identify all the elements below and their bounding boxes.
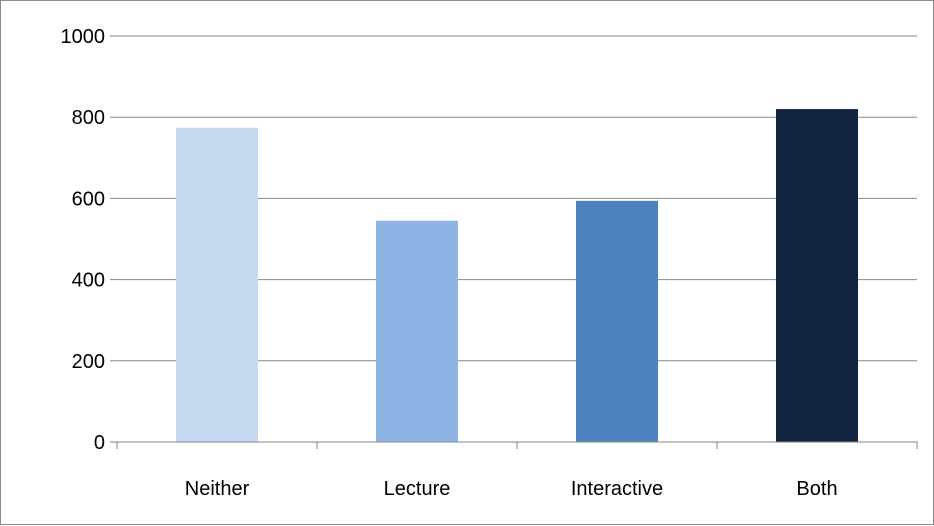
x-tick-label-both: Both bbox=[796, 478, 837, 500]
x-axis bbox=[110, 35, 918, 449]
y-axis-tick-labels: 0 200 400 600 800 1000 bbox=[61, 26, 106, 454]
y-tick-label-200: 200 bbox=[72, 351, 105, 373]
x-tick-label-lecture: Lecture bbox=[384, 478, 451, 500]
bar-interactive bbox=[576, 200, 658, 442]
bar-both bbox=[776, 109, 858, 442]
bar-lecture bbox=[376, 220, 458, 442]
y-tick-label-1000: 1000 bbox=[61, 26, 106, 48]
y-tick-label-400: 400 bbox=[72, 270, 105, 292]
x-axis-tick-labels: Neither Lecture Interactive Both bbox=[185, 478, 838, 500]
x-tick-label-interactive: Interactive bbox=[571, 478, 663, 500]
y-tick-label-0: 0 bbox=[94, 432, 105, 454]
y-tick-label-600: 600 bbox=[72, 188, 105, 210]
y-tick-label-800: 800 bbox=[72, 107, 105, 129]
x-tick-label-neither: Neither bbox=[185, 478, 250, 500]
bars bbox=[176, 109, 858, 443]
bar-neither bbox=[176, 127, 258, 443]
